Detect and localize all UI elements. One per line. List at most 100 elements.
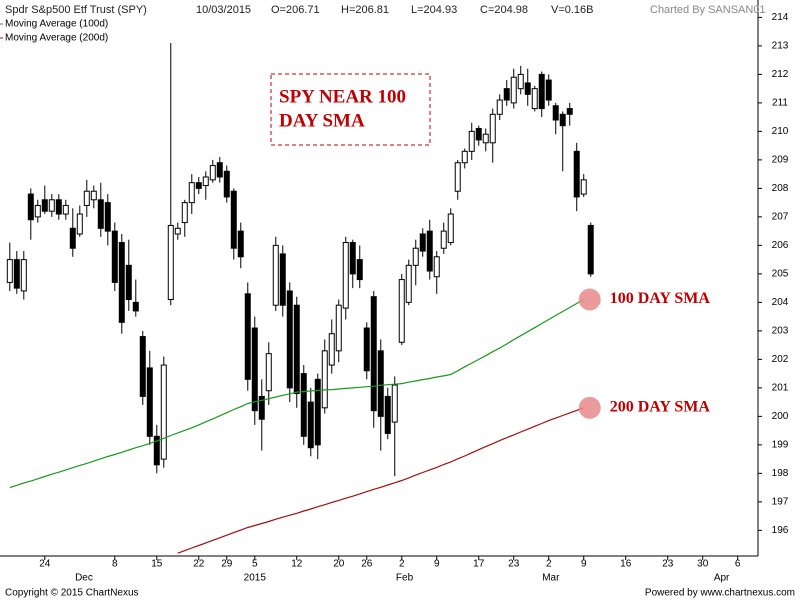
sma-marker: [578, 288, 601, 311]
candle-body: [237, 230, 244, 258]
month-label: Feb: [396, 573, 414, 584]
y-tick-label: 206: [772, 240, 789, 251]
candle-body: [216, 162, 223, 178]
candle-body: [517, 73, 524, 90]
candle-body: [503, 88, 510, 101]
x-tick-label: 5: [252, 559, 258, 570]
candle-body: [335, 304, 342, 352]
candle-body: [363, 327, 370, 372]
candle-body: [538, 73, 545, 110]
x-tick-label: 22: [193, 559, 205, 570]
candle-body: [27, 193, 34, 221]
candle-body: [461, 150, 468, 164]
candle-body: [118, 242, 125, 323]
candle-body: [405, 264, 412, 303]
candle-body: [202, 176, 209, 187]
annotation-text: SPY NEAR 100: [279, 86, 406, 107]
header-open: O=206.71: [271, 4, 320, 16]
legend-entry: Moving Average (200d): [5, 33, 108, 44]
candle-body: [412, 247, 419, 266]
candle-body: [6, 259, 13, 283]
candle-body: [314, 378, 321, 446]
y-tick-label: 200: [772, 411, 789, 422]
y-tick-label: 212: [772, 69, 789, 80]
candle-body: [496, 99, 503, 115]
candle-body: [552, 105, 559, 121]
annotation-box: [270, 73, 431, 146]
ma-line: [9, 298, 584, 489]
candle-body: [265, 353, 272, 392]
x-tick-label: 20: [333, 559, 345, 570]
candle-body: [132, 301, 139, 312]
sma-marker: [578, 396, 601, 419]
candle-body: [41, 199, 48, 212]
x-tick-label: 16: [620, 559, 632, 570]
y-tick-label: 214: [772, 12, 789, 23]
candle-body: [524, 82, 531, 95]
candle-body: [566, 108, 573, 115]
credit: Charted By SANSAN01: [650, 4, 766, 16]
candle-body: [384, 395, 391, 434]
candle-body: [97, 199, 104, 229]
candle-body: [272, 244, 279, 306]
candle-body: [104, 202, 111, 232]
header-volume: V=0.16B: [551, 4, 594, 16]
x-tick-label: 12: [291, 559, 303, 570]
candle-body: [174, 227, 181, 235]
candle-body: [391, 384, 398, 423]
candle-body: [230, 190, 237, 249]
y-tick-label: 205: [772, 269, 789, 280]
candle-body: [349, 242, 356, 275]
candle-body: [160, 364, 167, 460]
candle-body: [342, 242, 349, 309]
y-tick-label: 209: [772, 155, 789, 166]
month-label: Mar: [542, 573, 560, 584]
candle-body: [20, 259, 27, 292]
y-tick-label: 199: [772, 440, 789, 451]
y-tick-label: 201: [772, 383, 789, 394]
candle-body: [69, 227, 76, 249]
y-tick-label: 196: [772, 525, 789, 536]
candle-body: [321, 350, 328, 409]
y-tick-label: 210: [772, 126, 789, 137]
x-tick-label: 15: [151, 559, 163, 570]
x-tick-label: 24: [39, 559, 51, 570]
y-tick-label: 202: [772, 354, 789, 365]
x-tick-label: 6: [735, 559, 741, 570]
x-tick-label: 2: [546, 559, 552, 570]
candle-body: [146, 367, 153, 437]
candle-body: [531, 88, 538, 110]
month-label: Dec: [75, 573, 93, 584]
legend-entry: Moving Average (100d): [5, 19, 108, 30]
candle-body: [258, 395, 265, 420]
candle-body: [573, 150, 580, 198]
candle-body: [244, 293, 251, 380]
candle-body: [447, 213, 454, 244]
candle-body: [209, 165, 216, 181]
candle-body: [90, 190, 97, 201]
candle-body: [475, 128, 482, 141]
y-tick-label: 198: [772, 468, 789, 479]
y-tick-label: 207: [772, 212, 789, 223]
candle-body: [328, 333, 335, 366]
x-tick-label: 23: [662, 559, 674, 570]
candle-body: [195, 182, 202, 189]
y-tick-label: 197: [772, 496, 789, 507]
candle-body: [489, 113, 496, 144]
candle-body: [111, 230, 118, 283]
candle-body: [251, 327, 258, 412]
x-tick-label: 17: [473, 559, 485, 570]
candle-body: [587, 224, 594, 275]
candle-body: [181, 202, 188, 224]
candle-body: [34, 204, 41, 218]
candle-body: [167, 224, 174, 301]
month-label: Apr: [714, 573, 730, 584]
candle-body: [125, 264, 132, 301]
candle-body: [433, 256, 440, 278]
header-date: 10/03/2015: [196, 4, 251, 16]
ma-line: [177, 407, 584, 554]
header-low: L=204.93: [411, 4, 457, 16]
candle-body: [139, 336, 146, 397]
candle-body: [580, 179, 587, 195]
